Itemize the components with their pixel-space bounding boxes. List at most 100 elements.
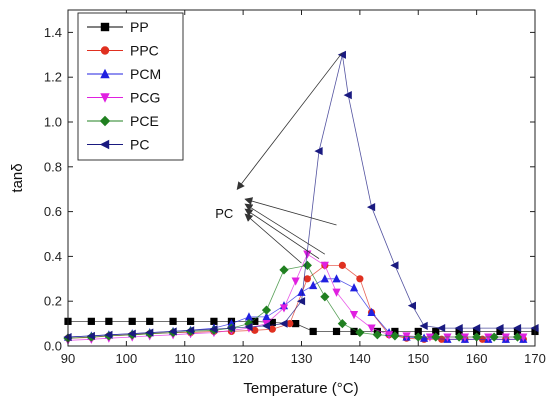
data-point — [419, 333, 429, 342]
data-point — [425, 333, 435, 342]
data-point — [390, 331, 400, 341]
data-point — [337, 50, 346, 59]
data-point — [145, 328, 154, 337]
series-pc — [63, 50, 539, 342]
data-point — [292, 320, 300, 328]
x-tick-label: 100 — [116, 351, 138, 366]
legend-label: PP — [130, 19, 149, 35]
x-tick-label: 150 — [407, 351, 429, 366]
data-point — [244, 319, 254, 329]
data-point — [414, 327, 422, 336]
y-tick-label: 0.0 — [44, 339, 62, 354]
data-point — [513, 327, 522, 336]
series-line — [68, 320, 535, 332]
annotation-arrow — [236, 52, 343, 190]
x-tick-label: 160 — [466, 351, 488, 366]
data-point — [261, 321, 271, 330]
data-point — [279, 319, 288, 328]
data-point — [332, 274, 341, 283]
data-point — [309, 327, 317, 336]
data-point — [320, 292, 330, 302]
data-point — [366, 203, 376, 212]
data-point — [314, 147, 323, 156]
data-point — [460, 333, 470, 342]
legend-label: PCG — [130, 90, 160, 106]
data-point — [349, 311, 359, 320]
series-pce — [63, 260, 523, 343]
data-point — [226, 323, 236, 333]
data-point — [186, 317, 195, 325]
data-point — [413, 332, 423, 342]
legend-marker — [99, 139, 110, 150]
annotation-arrow — [244, 208, 320, 259]
data-point — [367, 307, 376, 316]
legend-box — [77, 12, 184, 161]
data-point — [367, 324, 376, 333]
legend-item-pp: PP — [87, 19, 149, 35]
data-point — [244, 312, 254, 321]
x-tick-label: 140 — [349, 351, 371, 366]
data-point — [419, 321, 428, 330]
legend-item-pce: PCE — [87, 113, 159, 129]
data-point — [210, 317, 218, 325]
legend-item-pcm: PCM — [87, 66, 161, 82]
data-point — [454, 323, 463, 333]
data-point — [472, 323, 481, 333]
legend-marker — [100, 68, 110, 79]
data-point — [279, 304, 289, 313]
data-point — [209, 325, 218, 334]
data-point — [355, 327, 365, 338]
data-point — [390, 261, 399, 270]
legend-marker — [100, 93, 110, 103]
y-tick-label: 0.2 — [44, 294, 62, 309]
x-tick-label: 90 — [61, 351, 75, 366]
x-tick-label: 130 — [291, 351, 313, 366]
data-point — [501, 333, 510, 342]
legend-item-ppc: PPC — [87, 43, 159, 59]
data-point — [302, 260, 312, 270]
data-point — [472, 332, 482, 342]
data-point — [268, 318, 276, 327]
annotation-arrow — [244, 213, 302, 264]
y-tick-label: 0.8 — [44, 159, 62, 174]
data-point — [372, 330, 382, 340]
x-tick-label: 120 — [232, 351, 254, 366]
legend-label: PCM — [130, 66, 161, 82]
data-point — [146, 317, 154, 325]
data-point — [455, 327, 463, 336]
data-point — [185, 326, 195, 335]
series-layer — [63, 50, 539, 345]
data-point — [343, 91, 352, 100]
data-point — [332, 288, 341, 297]
data-point — [105, 317, 113, 325]
data-point — [104, 330, 113, 339]
y-tick-label: 0.6 — [44, 204, 62, 219]
data-point — [261, 305, 272, 315]
data-point — [128, 317, 136, 325]
series-line — [67, 264, 518, 339]
x-tick-label: 110 — [174, 351, 195, 366]
axis-layer: 90 100 110 120 130 140 150 160 170 0.0 0.2 0.4 0.6 0.… — [44, 10, 546, 366]
data-point — [495, 323, 504, 333]
data-point — [320, 261, 329, 270]
x-tick-label: 170 — [524, 351, 546, 366]
data-point — [279, 265, 289, 275]
data-point — [296, 297, 306, 306]
y-tick-label: 0.4 — [44, 249, 62, 264]
data-point — [297, 287, 306, 296]
data-point — [332, 327, 341, 336]
annotation-layer: PC — [215, 52, 343, 264]
legend-marker — [99, 115, 111, 127]
data-point — [356, 275, 364, 283]
data-point — [251, 317, 259, 325]
data-point — [496, 327, 504, 336]
data-point — [303, 275, 311, 283]
legend-label: PPC — [130, 43, 159, 59]
y-tick-label: 1.4 — [44, 25, 62, 40]
data-point — [512, 332, 523, 342]
data-point — [286, 320, 294, 328]
legend-marker — [100, 22, 110, 32]
legend-marker — [100, 46, 110, 55]
data-point — [512, 323, 522, 333]
